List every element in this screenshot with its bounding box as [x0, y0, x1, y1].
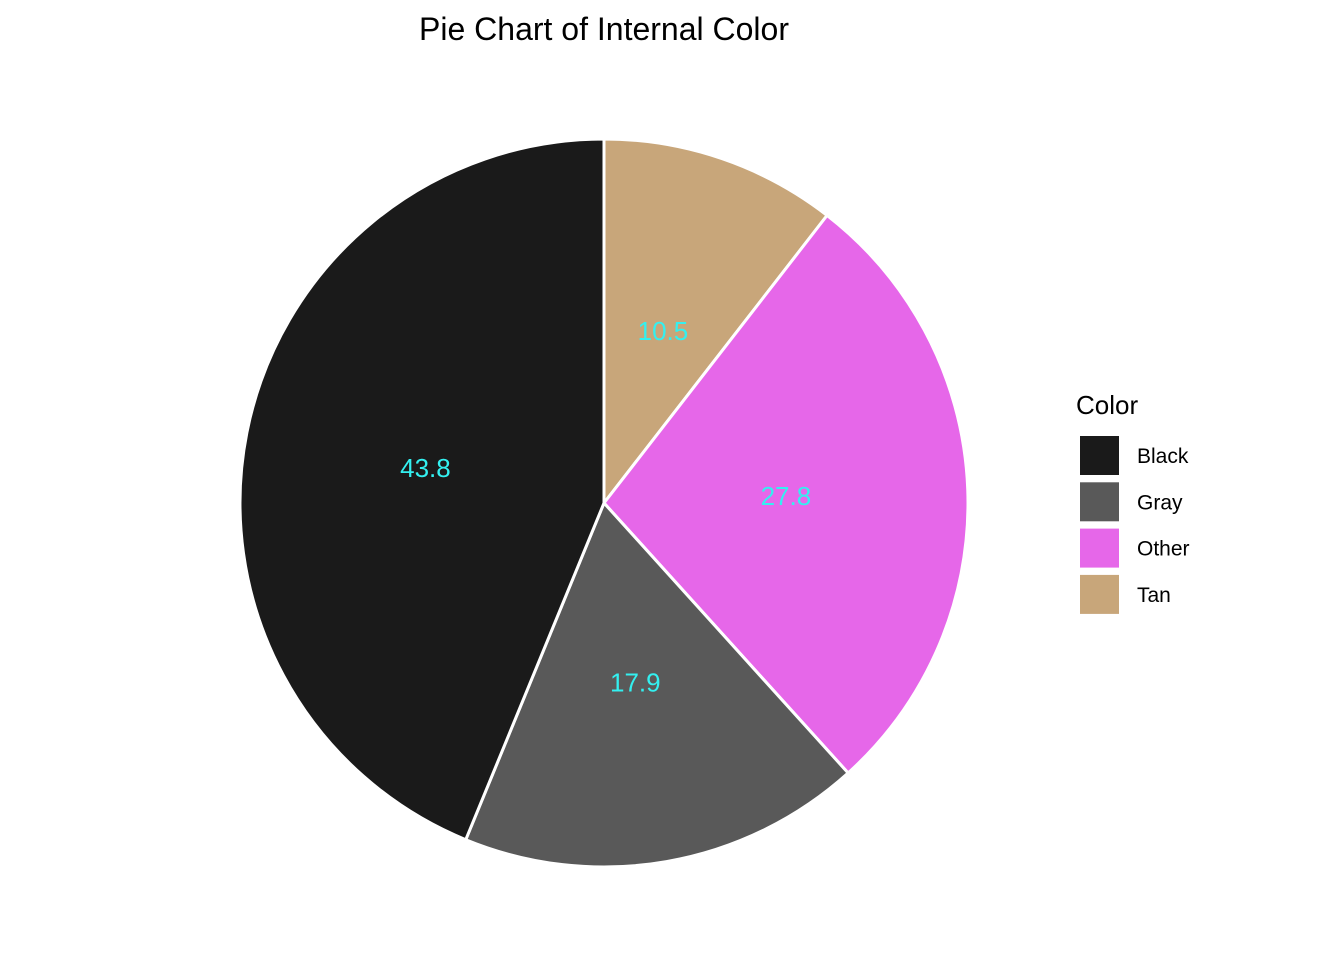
legend-swatch-other — [1080, 528, 1119, 568]
pie-slice-tan — [602, 137, 830, 508]
legend-title: Color — [1076, 390, 1138, 420]
legend-swatch-tan — [1080, 574, 1119, 614]
legend-swatch-gray — [1080, 482, 1119, 522]
legend-label-other: Other — [1137, 538, 1190, 561]
slice-label-black: 43.8 — [400, 453, 451, 483]
slice-labels: 10.5 27.8 17.9 43.8 — [400, 316, 811, 697]
slice-label-gray: 17.9 — [610, 667, 661, 697]
slice-label-other: 27.8 — [761, 481, 812, 511]
chart-title: Pie Chart of Internal Color — [419, 11, 789, 47]
pie-slices — [238, 137, 970, 869]
legend-label-gray: Gray — [1137, 491, 1183, 514]
slice-label-tan: 10.5 — [638, 316, 689, 346]
legend-swatch-black — [1080, 436, 1119, 475]
pie-slice-gray — [463, 500, 851, 869]
legend-label-tan: Tan — [1137, 584, 1171, 607]
pie-slice-black — [238, 137, 606, 842]
legend: Color Black Gray Other Tan — [1076, 390, 1190, 614]
pie-slice-other — [602, 213, 970, 776]
legend-label-black: Black — [1137, 445, 1189, 468]
